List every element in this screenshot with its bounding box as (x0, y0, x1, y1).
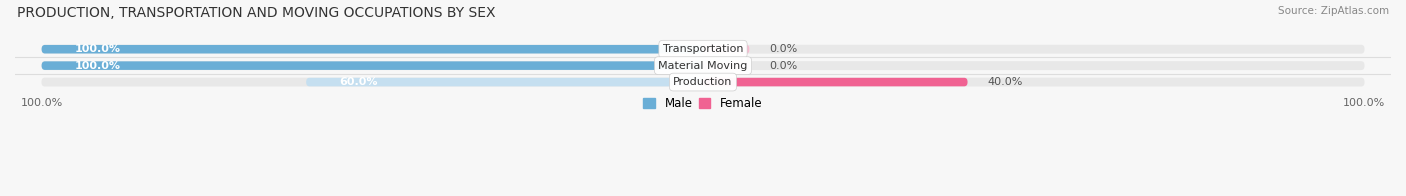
FancyBboxPatch shape (307, 78, 703, 86)
Text: Production: Production (673, 77, 733, 87)
Text: Source: ZipAtlas.com: Source: ZipAtlas.com (1278, 6, 1389, 16)
Text: 100.0%: 100.0% (75, 44, 121, 54)
FancyBboxPatch shape (703, 78, 967, 86)
FancyBboxPatch shape (42, 61, 703, 70)
FancyBboxPatch shape (703, 45, 1364, 54)
Legend: Male, Female: Male, Female (638, 93, 768, 115)
FancyBboxPatch shape (42, 45, 703, 54)
Text: PRODUCTION, TRANSPORTATION AND MOVING OCCUPATIONS BY SEX: PRODUCTION, TRANSPORTATION AND MOVING OC… (17, 6, 495, 20)
FancyBboxPatch shape (42, 45, 703, 54)
Text: 60.0%: 60.0% (339, 77, 378, 87)
Text: Material Moving: Material Moving (658, 61, 748, 71)
Text: 40.0%: 40.0% (987, 77, 1022, 87)
FancyBboxPatch shape (703, 78, 1364, 86)
Text: 0.0%: 0.0% (769, 61, 797, 71)
FancyBboxPatch shape (42, 78, 703, 86)
FancyBboxPatch shape (703, 45, 749, 54)
FancyBboxPatch shape (42, 61, 703, 70)
FancyBboxPatch shape (703, 61, 749, 70)
FancyBboxPatch shape (703, 61, 1364, 70)
Text: Transportation: Transportation (662, 44, 744, 54)
Text: 100.0%: 100.0% (75, 61, 121, 71)
Text: 0.0%: 0.0% (769, 44, 797, 54)
